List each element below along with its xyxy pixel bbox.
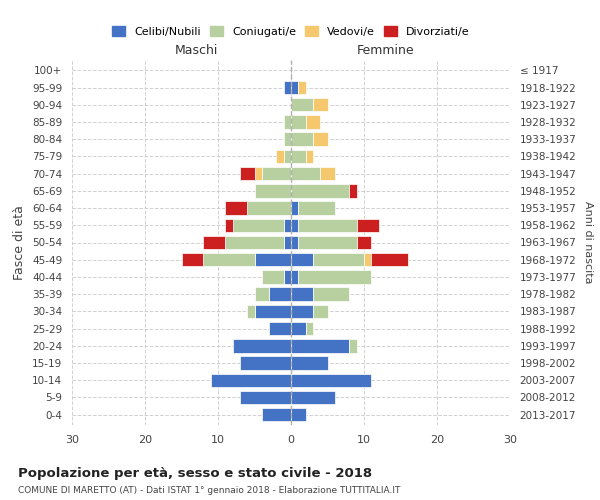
Bar xyxy=(182,253,203,266)
Bar xyxy=(269,322,291,336)
Y-axis label: Fasce di età: Fasce di età xyxy=(13,205,26,280)
Bar xyxy=(313,288,349,301)
Bar xyxy=(298,270,371,283)
Bar xyxy=(291,116,305,128)
Bar xyxy=(291,150,305,163)
Bar xyxy=(298,81,305,94)
Text: Maschi: Maschi xyxy=(175,44,218,57)
Bar xyxy=(240,356,291,370)
Bar xyxy=(284,132,291,146)
Bar xyxy=(356,236,371,249)
Bar xyxy=(349,339,356,352)
Bar xyxy=(233,339,291,352)
Bar xyxy=(356,218,379,232)
Bar xyxy=(284,81,291,94)
Bar xyxy=(320,167,335,180)
Bar xyxy=(254,253,291,266)
Bar xyxy=(291,270,298,283)
Bar xyxy=(291,356,328,370)
Bar xyxy=(240,167,254,180)
Bar xyxy=(262,167,291,180)
Bar xyxy=(291,236,298,249)
Bar xyxy=(313,304,328,318)
Text: Popolazione per età, sesso e stato civile - 2018: Popolazione per età, sesso e stato civil… xyxy=(18,468,372,480)
Bar xyxy=(254,288,269,301)
Bar xyxy=(262,408,291,422)
Bar xyxy=(262,270,284,283)
Bar xyxy=(254,304,291,318)
Bar xyxy=(284,236,291,249)
Bar xyxy=(305,150,313,163)
Bar xyxy=(298,202,335,215)
Bar xyxy=(284,150,291,163)
Bar xyxy=(240,390,291,404)
Bar xyxy=(291,81,298,94)
Bar xyxy=(254,184,291,198)
Bar xyxy=(291,288,313,301)
Bar xyxy=(291,202,298,215)
Bar xyxy=(291,374,371,387)
Bar xyxy=(349,184,356,198)
Bar xyxy=(291,218,298,232)
Bar xyxy=(313,98,328,112)
Bar xyxy=(305,116,320,128)
Bar xyxy=(298,236,356,249)
Bar xyxy=(203,253,254,266)
Bar xyxy=(226,218,233,232)
Bar xyxy=(254,167,262,180)
Bar xyxy=(291,167,320,180)
Bar xyxy=(277,150,284,163)
Bar xyxy=(291,339,349,352)
Text: Femmine: Femmine xyxy=(357,44,415,57)
Text: COMUNE DI MARETTO (AT) - Dati ISTAT 1° gennaio 2018 - Elaborazione TUTTITALIA.IT: COMUNE DI MARETTO (AT) - Dati ISTAT 1° g… xyxy=(18,486,400,495)
Bar xyxy=(298,218,356,232)
Bar xyxy=(233,218,284,232)
Bar xyxy=(371,253,408,266)
Bar xyxy=(291,408,305,422)
Bar xyxy=(226,202,247,215)
Bar xyxy=(313,132,328,146)
Bar xyxy=(305,322,313,336)
Bar xyxy=(313,253,364,266)
Bar xyxy=(226,236,284,249)
Bar xyxy=(203,236,226,249)
Bar xyxy=(284,270,291,283)
Legend: Celibi/Nubili, Coniugati/e, Vedovi/e, Divorziati/e: Celibi/Nubili, Coniugati/e, Vedovi/e, Di… xyxy=(108,22,474,42)
Bar xyxy=(364,253,371,266)
Bar xyxy=(291,184,349,198)
Bar xyxy=(247,304,254,318)
Bar xyxy=(291,253,313,266)
Bar xyxy=(284,218,291,232)
Bar xyxy=(291,322,305,336)
Bar xyxy=(291,98,313,112)
Bar xyxy=(247,202,291,215)
Bar xyxy=(211,374,291,387)
Bar xyxy=(284,116,291,128)
Bar xyxy=(291,304,313,318)
Y-axis label: Anni di nascita: Anni di nascita xyxy=(583,201,593,284)
Bar xyxy=(291,390,335,404)
Bar xyxy=(291,132,313,146)
Bar xyxy=(269,288,291,301)
